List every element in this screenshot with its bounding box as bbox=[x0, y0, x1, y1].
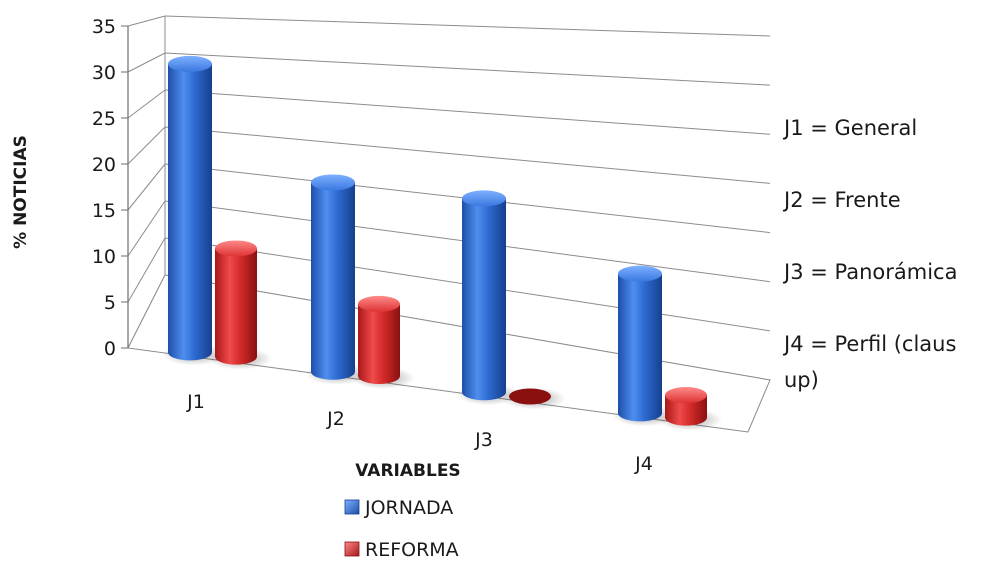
bar-body bbox=[358, 303, 400, 385]
bar-top bbox=[618, 265, 662, 282]
bar-top bbox=[462, 190, 506, 207]
grid-side-line-4 bbox=[127, 126, 166, 165]
legend-label: JORNADA bbox=[364, 497, 453, 519]
bar-body bbox=[168, 63, 212, 361]
y-tick-label-3: 15 bbox=[92, 200, 116, 222]
bar-body bbox=[462, 198, 506, 401]
annotation-2: J3 = Panorámica bbox=[782, 260, 957, 284]
grid-side-line-5 bbox=[127, 89, 166, 119]
bar-top bbox=[509, 388, 551, 405]
legend: JORNADA REFORMA bbox=[344, 497, 459, 561]
bar-J2-REFORMA bbox=[351, 295, 415, 390]
legend-item-REFORMA: REFORMA bbox=[344, 539, 459, 561]
grid-side-line-1 bbox=[127, 237, 166, 303]
bar-top bbox=[665, 387, 707, 404]
grid-side-line-3 bbox=[127, 163, 166, 211]
y-tick-label-7: 35 bbox=[92, 16, 116, 38]
y-axis: 0 5 10 15 20 25 30 35 bbox=[92, 16, 129, 360]
grid-side-line-6 bbox=[127, 52, 166, 73]
bar-top bbox=[358, 295, 400, 312]
labels: J1 J2 J3 J4 VARIABLES % NOTICIAS bbox=[11, 135, 653, 481]
x-axis-title: VARIABLES bbox=[355, 461, 460, 481]
x-tick-label-J2: J2 bbox=[326, 408, 345, 430]
bar-body bbox=[665, 395, 707, 426]
legend-label: REFORMA bbox=[365, 539, 459, 561]
annotation-3: J4 = Perfil (claus bbox=[782, 332, 956, 356]
bar-J4-JORNADA bbox=[612, 265, 676, 427]
grid-back-line-7 bbox=[164, 15, 771, 37]
y-tick-label-5: 25 bbox=[92, 108, 116, 130]
x-tick-label-J4: J4 bbox=[634, 453, 653, 475]
y-tick-label-6: 30 bbox=[92, 62, 116, 84]
grid-side-line-2 bbox=[127, 200, 166, 257]
y-tick-label-2: 10 bbox=[92, 246, 116, 268]
bars bbox=[162, 55, 722, 431]
x-tick-label-J1: J1 bbox=[186, 391, 205, 413]
grid-back-line-4 bbox=[164, 126, 771, 184]
grid-back-line-5 bbox=[164, 89, 771, 135]
annotation-0: J1 = General bbox=[782, 116, 917, 140]
bar-top bbox=[168, 55, 212, 72]
y-tick-label-1: 5 bbox=[104, 292, 116, 314]
annotation-1: J2 = Frente bbox=[782, 188, 901, 212]
grid-back-line-6 bbox=[164, 52, 771, 86]
grid-side-line-7 bbox=[127, 15, 166, 27]
bar-body bbox=[311, 182, 355, 380]
legend-item-JORNADA: JORNADA bbox=[344, 497, 453, 519]
legend-swatch bbox=[344, 499, 360, 515]
bar-top bbox=[215, 240, 257, 257]
legend-swatch bbox=[344, 541, 360, 557]
y-tick-label-0: 0 bbox=[104, 338, 116, 360]
bar-body bbox=[618, 273, 662, 422]
x-tick-label-J3: J3 bbox=[474, 429, 493, 451]
bar-J1-REFORMA bbox=[208, 240, 272, 370]
y-tick-label-4: 20 bbox=[92, 154, 116, 176]
y-axis-title: % NOTICIAS bbox=[11, 135, 31, 249]
annotations: J1 = General J2 = Frente J3 = Panorámica J4… bbox=[782, 116, 957, 392]
bar-J4-REFORMA bbox=[658, 387, 722, 431]
bar-J3-REFORMA bbox=[502, 387, 566, 410]
bar-body bbox=[215, 248, 257, 365]
annotation-4: up) bbox=[784, 368, 819, 392]
bar-top bbox=[311, 174, 355, 191]
